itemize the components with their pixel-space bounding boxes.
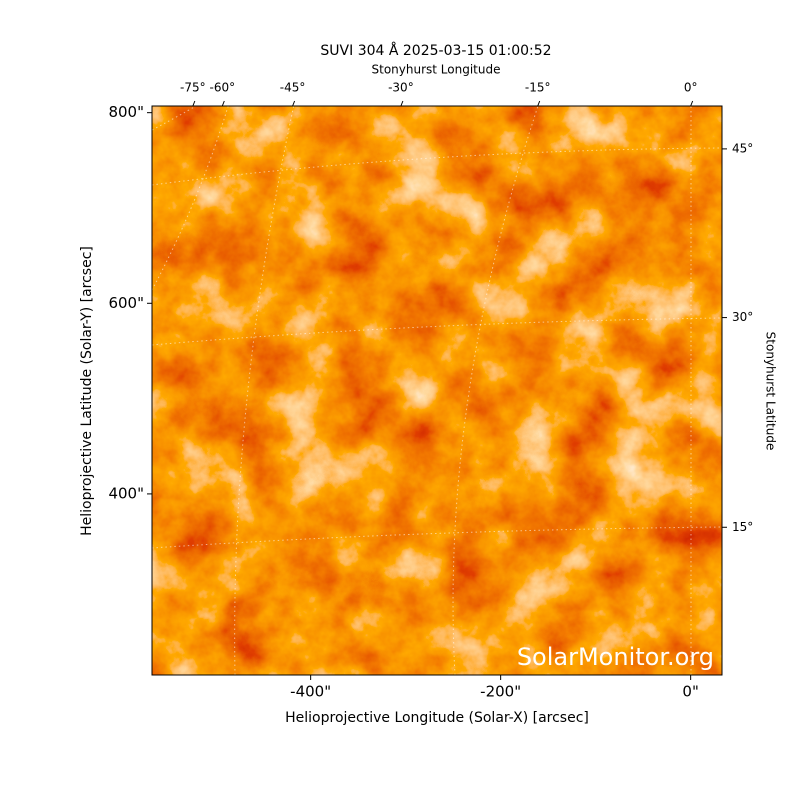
x-axis-label: Helioprojective Longitude (Solar-X) [arc… bbox=[285, 710, 589, 726]
y-tick-label: 800" bbox=[108, 103, 144, 121]
x-tick-label: -200" bbox=[480, 683, 521, 701]
top-tick-label: -15° bbox=[525, 81, 551, 95]
top-tick bbox=[221, 100, 225, 107]
top-axis-label: Stonyhurst Longitude bbox=[372, 63, 501, 77]
y-axis-label: Helioprojective Latitude (Solar-Y) [arcs… bbox=[79, 246, 95, 536]
solar-image bbox=[152, 106, 722, 675]
plot-frame bbox=[151, 105, 723, 676]
top-tick-label: -45° bbox=[280, 81, 306, 95]
right-tick-label: 45° bbox=[732, 141, 753, 155]
solar-texture bbox=[152, 106, 722, 675]
x-tick-label: -400" bbox=[290, 683, 331, 701]
y-tick-label: 400" bbox=[108, 484, 144, 502]
top-tick-label: -60° bbox=[209, 81, 235, 95]
top-tick-label: 0° bbox=[684, 81, 698, 95]
stonyhurst-grid bbox=[152, 106, 722, 675]
top-tick-label: -30° bbox=[388, 81, 414, 95]
top-tick bbox=[192, 100, 196, 107]
top-tick bbox=[400, 100, 404, 107]
right-tick-label: 15° bbox=[732, 520, 753, 534]
top-tick bbox=[690, 100, 694, 107]
top-tick bbox=[537, 100, 541, 107]
y-tick-label: 600" bbox=[108, 294, 144, 312]
right-tick-label: 30° bbox=[732, 310, 753, 324]
top-tick bbox=[292, 100, 296, 107]
watermark: SolarMonitor.org bbox=[517, 643, 714, 671]
top-tick-label: -75° bbox=[180, 81, 206, 95]
right-axis-label: Stonyhurst Latitude bbox=[764, 332, 778, 451]
x-tick-label: 0" bbox=[682, 683, 698, 701]
chart-title: SUVI 304 Å 2025-03-15 01:00:52 bbox=[320, 42, 551, 59]
